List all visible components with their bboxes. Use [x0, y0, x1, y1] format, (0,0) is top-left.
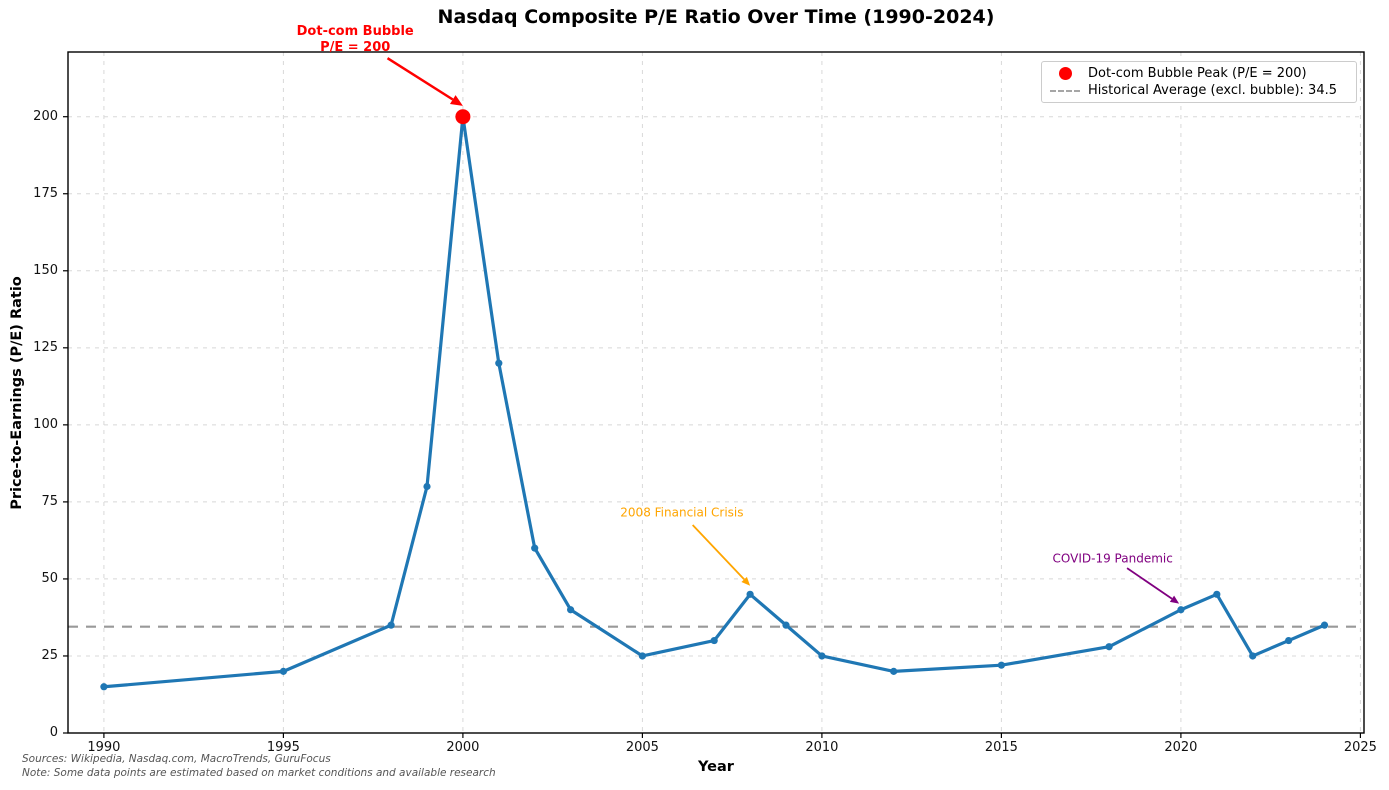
x-tick-label: 2000 [446, 740, 480, 755]
x-tick-label: 1995 [266, 740, 300, 755]
gray-dashed-line-marker-icon [1050, 89, 1080, 92]
chart-title: Nasdaq Composite P/E Ratio Over Time (19… [437, 6, 995, 28]
annotation-arrow [1126, 567, 1173, 600]
data-point [782, 621, 790, 629]
data-point [890, 667, 898, 675]
annotation-arrow [386, 57, 454, 101]
y-tick-label: 150 [33, 262, 58, 278]
pe-ratio-line [102, 115, 1327, 689]
annotation-covid19-pandemic: COVID-19 Pandemic [1053, 552, 1173, 567]
y-tick-label: 200 [33, 108, 58, 124]
annotation-dotcom-bubble: Dot-com Bubble P/E = 200 [297, 24, 414, 56]
annotation-text-line: 2008 Financial Crisis [620, 505, 744, 520]
x-tick-label: 2005 [625, 740, 659, 755]
axes-spines [67, 51, 1365, 734]
annotation-arrowhead [741, 576, 751, 586]
y-tick-label: 100 [33, 416, 58, 432]
data-point [1105, 643, 1113, 651]
data-point [423, 482, 431, 491]
data-point [997, 661, 1006, 669]
x-tick-label: 2025 [1343, 740, 1377, 755]
data-point [495, 359, 503, 367]
data-point [746, 590, 754, 598]
x-tick-label: 2010 [805, 740, 839, 755]
y-tick-label: 25 [41, 647, 58, 663]
legend-marker-cell [1042, 66, 1088, 80]
x-axis-label: Year [698, 759, 734, 775]
y-tick-label: 50 [41, 570, 58, 586]
data-point [1249, 652, 1257, 660]
data-point [1320, 621, 1329, 629]
data-point [818, 652, 826, 660]
annotation-text-line: Dot-com Bubble [296, 23, 414, 39]
annotation-arrowhead [1169, 595, 1180, 604]
annotation-arrow [692, 524, 745, 581]
annotation-text-line: COVID-19 Pandemic [1052, 551, 1173, 566]
red-dot-marker-icon [1058, 66, 1072, 80]
x-tick-label: 2015 [984, 740, 1018, 755]
legend-item-average: Historical Average (excl. bubble): 34.5 [1042, 83, 1348, 100]
data-point [638, 652, 647, 660]
data-point [1285, 636, 1293, 645]
legend-marker-cell [1042, 89, 1088, 92]
footnote-sources: Sources: Wikipedia, Nasdaq.com, MacroTre… [22, 753, 331, 765]
data-point [531, 544, 539, 552]
y-axis-label: Price-to-Earnings (P/E) Ratio [9, 276, 25, 510]
data-point [710, 636, 718, 645]
legend-item-peak: Dot-com Bubble Peak (P/E = 200) [1042, 65, 1348, 82]
data-point [1177, 606, 1185, 614]
y-tick-label: 125 [33, 339, 58, 355]
annotation-2008-financial-crisis: 2008 Financial Crisis [620, 505, 743, 520]
data-point [567, 606, 575, 614]
legend-label-peak: Dot-com Bubble Peak (P/E = 200) [1088, 65, 1307, 81]
y-tick-label: 0 [49, 725, 58, 740]
legend-label-average: Historical Average (excl. bubble): 34.5 [1088, 83, 1338, 99]
data-point [279, 667, 288, 675]
data-point [387, 621, 395, 629]
footnote-note: Note: Some data points are estimated bas… [22, 767, 496, 779]
x-tick-label: 1990 [87, 740, 121, 755]
x-tick-label: 2020 [1164, 740, 1198, 755]
data-point [1213, 590, 1221, 598]
data-point [100, 683, 108, 691]
annotation-text-line: P/E = 200 [320, 39, 391, 55]
legend: Dot-com Bubble Peak (P/E = 200) Historic… [1041, 61, 1357, 103]
annotation-arrowhead [449, 95, 463, 106]
peak-marker [455, 109, 471, 125]
y-tick-label: 175 [33, 185, 58, 201]
y-tick-label: 75 [41, 493, 58, 509]
